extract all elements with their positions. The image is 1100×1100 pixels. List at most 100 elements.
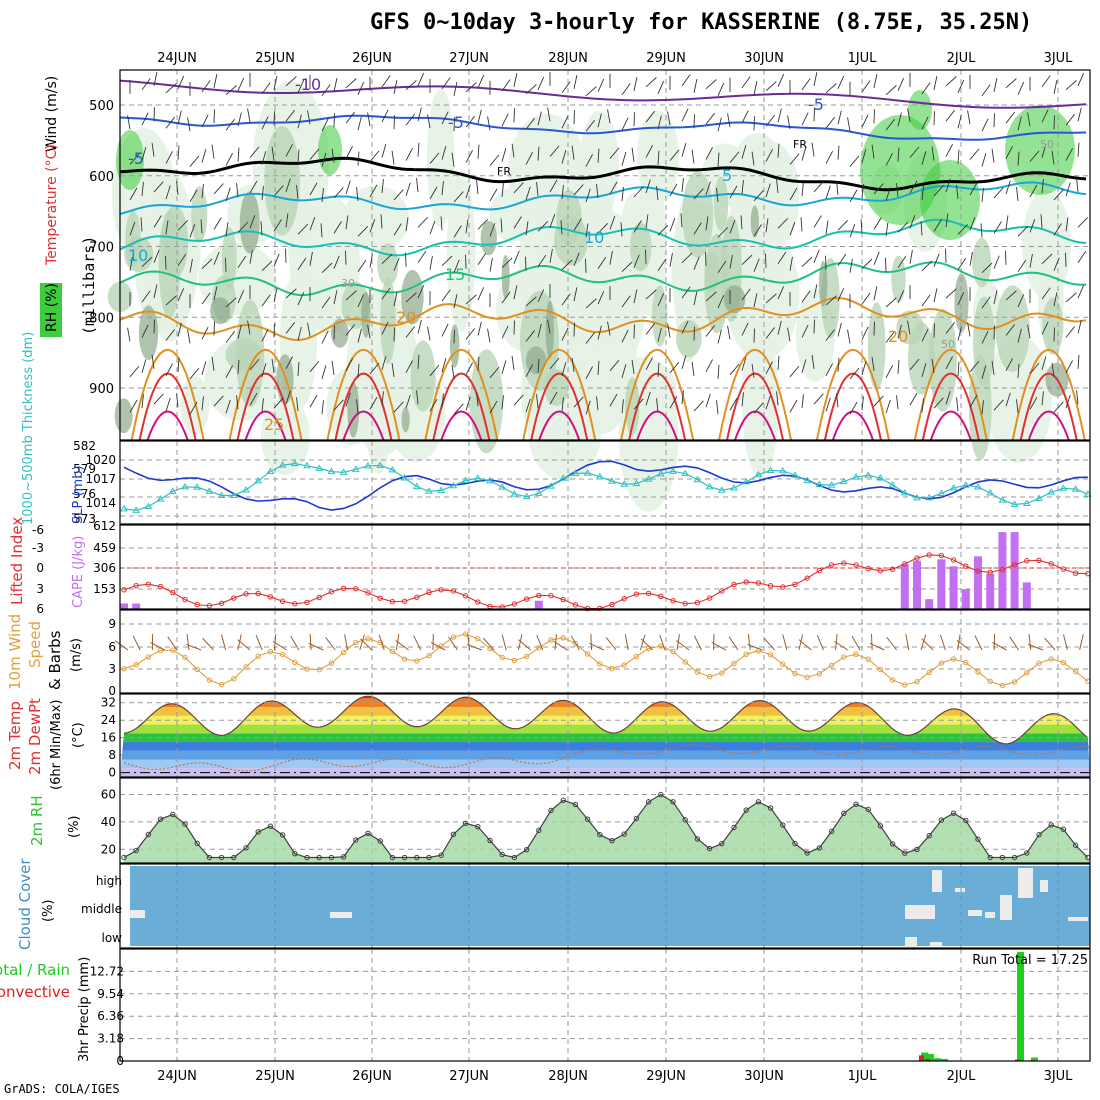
- wind-barb: [165, 116, 175, 129]
- wind-barb: [585, 86, 597, 97]
- contour-label: FR: [497, 165, 511, 178]
- wind-barb: [945, 144, 953, 157]
- wind-speed-marker: [194, 666, 200, 673]
- precip-convective-bar: [925, 1058, 930, 1061]
- wind-barb: [261, 328, 269, 342]
- wind-barb: [585, 188, 591, 203]
- thickness-marker: [339, 468, 348, 475]
- axis-tick-label: 579: [73, 462, 96, 476]
- wind-barb: [321, 118, 329, 132]
- wind-barb: [356, 187, 359, 202]
- wind-barb: [811, 142, 815, 157]
- wind-barb: [585, 154, 593, 167]
- wind-barb: [1076, 390, 1079, 405]
- wind-barb: [909, 215, 916, 229]
- lifted-index-marker: [414, 594, 420, 600]
- precip-convective-bar: [1015, 1059, 1020, 1061]
- rh-marker: [328, 854, 335, 861]
- wind-barb: [801, 324, 809, 338]
- rh-marker: [816, 845, 823, 851]
- wind-barb: [1051, 362, 1055, 377]
- wind-barb: [176, 393, 179, 408]
- lifted-index-marker: [255, 590, 261, 597]
- thickness-marker: [437, 486, 446, 493]
- wind-speed-marker: [536, 645, 542, 651]
- wind-barb: [885, 365, 893, 379]
- wind-barb: [333, 399, 344, 411]
- wind-barb: [309, 360, 320, 373]
- wind-barb: [993, 78, 998, 92]
- wind-barb: [945, 76, 957, 87]
- cloud-block: [985, 912, 995, 918]
- wind-barb: [165, 220, 169, 235]
- thickness-marker: [669, 467, 677, 474]
- wind-barb: [1041, 109, 1049, 123]
- thickness-marker: [242, 486, 250, 493]
- wind-barb: [921, 186, 924, 201]
- wind-barb: [751, 151, 755, 166]
- wind-barb: [969, 148, 980, 160]
- wind-barb: [309, 148, 320, 160]
- rh-marker: [645, 799, 652, 805]
- wind-barb: [261, 398, 264, 413]
- thickness-marker: [681, 469, 690, 477]
- date-label-top: 29JUN: [646, 51, 686, 66]
- wind-barb: [969, 217, 976, 231]
- wind-barb: [897, 221, 909, 233]
- rh-marker: [1060, 826, 1067, 832]
- wind-barb: [141, 394, 144, 409]
- surface-wind-barb: [325, 637, 336, 651]
- thickness-marker: [217, 491, 226, 499]
- rh-marker: [1024, 850, 1030, 856]
- wind-barb: [597, 78, 605, 93]
- wind-barb: [705, 216, 709, 231]
- wind-barb: [621, 152, 627, 166]
- wind-barb: [813, 393, 824, 405]
- axis-tick-label: 153: [93, 582, 116, 596]
- rh-shade-mid: [235, 300, 265, 408]
- wind-barb: [897, 290, 905, 304]
- wind-barb: [1017, 328, 1022, 343]
- wind-barb: [211, 144, 215, 159]
- wind-speed-marker: [694, 669, 701, 675]
- cloud-block: [1000, 895, 1012, 920]
- wind-barb: [165, 151, 173, 164]
- wind-barb: [957, 257, 967, 270]
- date-label-top: 25JUN: [255, 51, 295, 66]
- wind-barb: [789, 187, 798, 201]
- rh-shade-dark: [818, 261, 828, 307]
- wind-barb: [129, 187, 138, 201]
- wind-barb: [633, 398, 644, 410]
- wind-barb: [451, 364, 455, 379]
- cape-bar: [534, 600, 543, 609]
- contour-label: -5: [808, 95, 824, 114]
- axis-tick-label: 40: [101, 815, 116, 829]
- lifted-index-marker: [877, 568, 884, 574]
- wind-barb: [247, 108, 251, 123]
- wind-barb: [1005, 78, 1017, 89]
- wind-barb: [1005, 324, 1015, 336]
- lifted-index-marker: [304, 599, 310, 606]
- surface-wind-barb: [518, 639, 531, 651]
- wind-barb: [741, 322, 749, 336]
- wind-barb: [1041, 144, 1047, 158]
- wind-barb: [237, 112, 242, 127]
- wind-barb: [441, 111, 449, 125]
- wind-barb: [201, 396, 204, 411]
- wind-barb: [645, 214, 649, 229]
- wind-speed-marker: [206, 677, 213, 683]
- wind-barb: [885, 118, 895, 131]
- wind-barb: [213, 217, 222, 230]
- wind-barb: [441, 146, 447, 160]
- wind-barb: [381, 321, 389, 335]
- lifted-index-marker: [243, 591, 249, 597]
- contour-label: 30: [341, 277, 355, 290]
- wind-barb: [753, 258, 760, 272]
- wind-barb: [429, 186, 438, 200]
- cloud-axis-unit: (%): [41, 900, 56, 923]
- wind-barb: [477, 109, 482, 124]
- wind-barb: [380, 214, 383, 229]
- wind-barb: [141, 290, 151, 303]
- wind-barb: [631, 359, 635, 374]
